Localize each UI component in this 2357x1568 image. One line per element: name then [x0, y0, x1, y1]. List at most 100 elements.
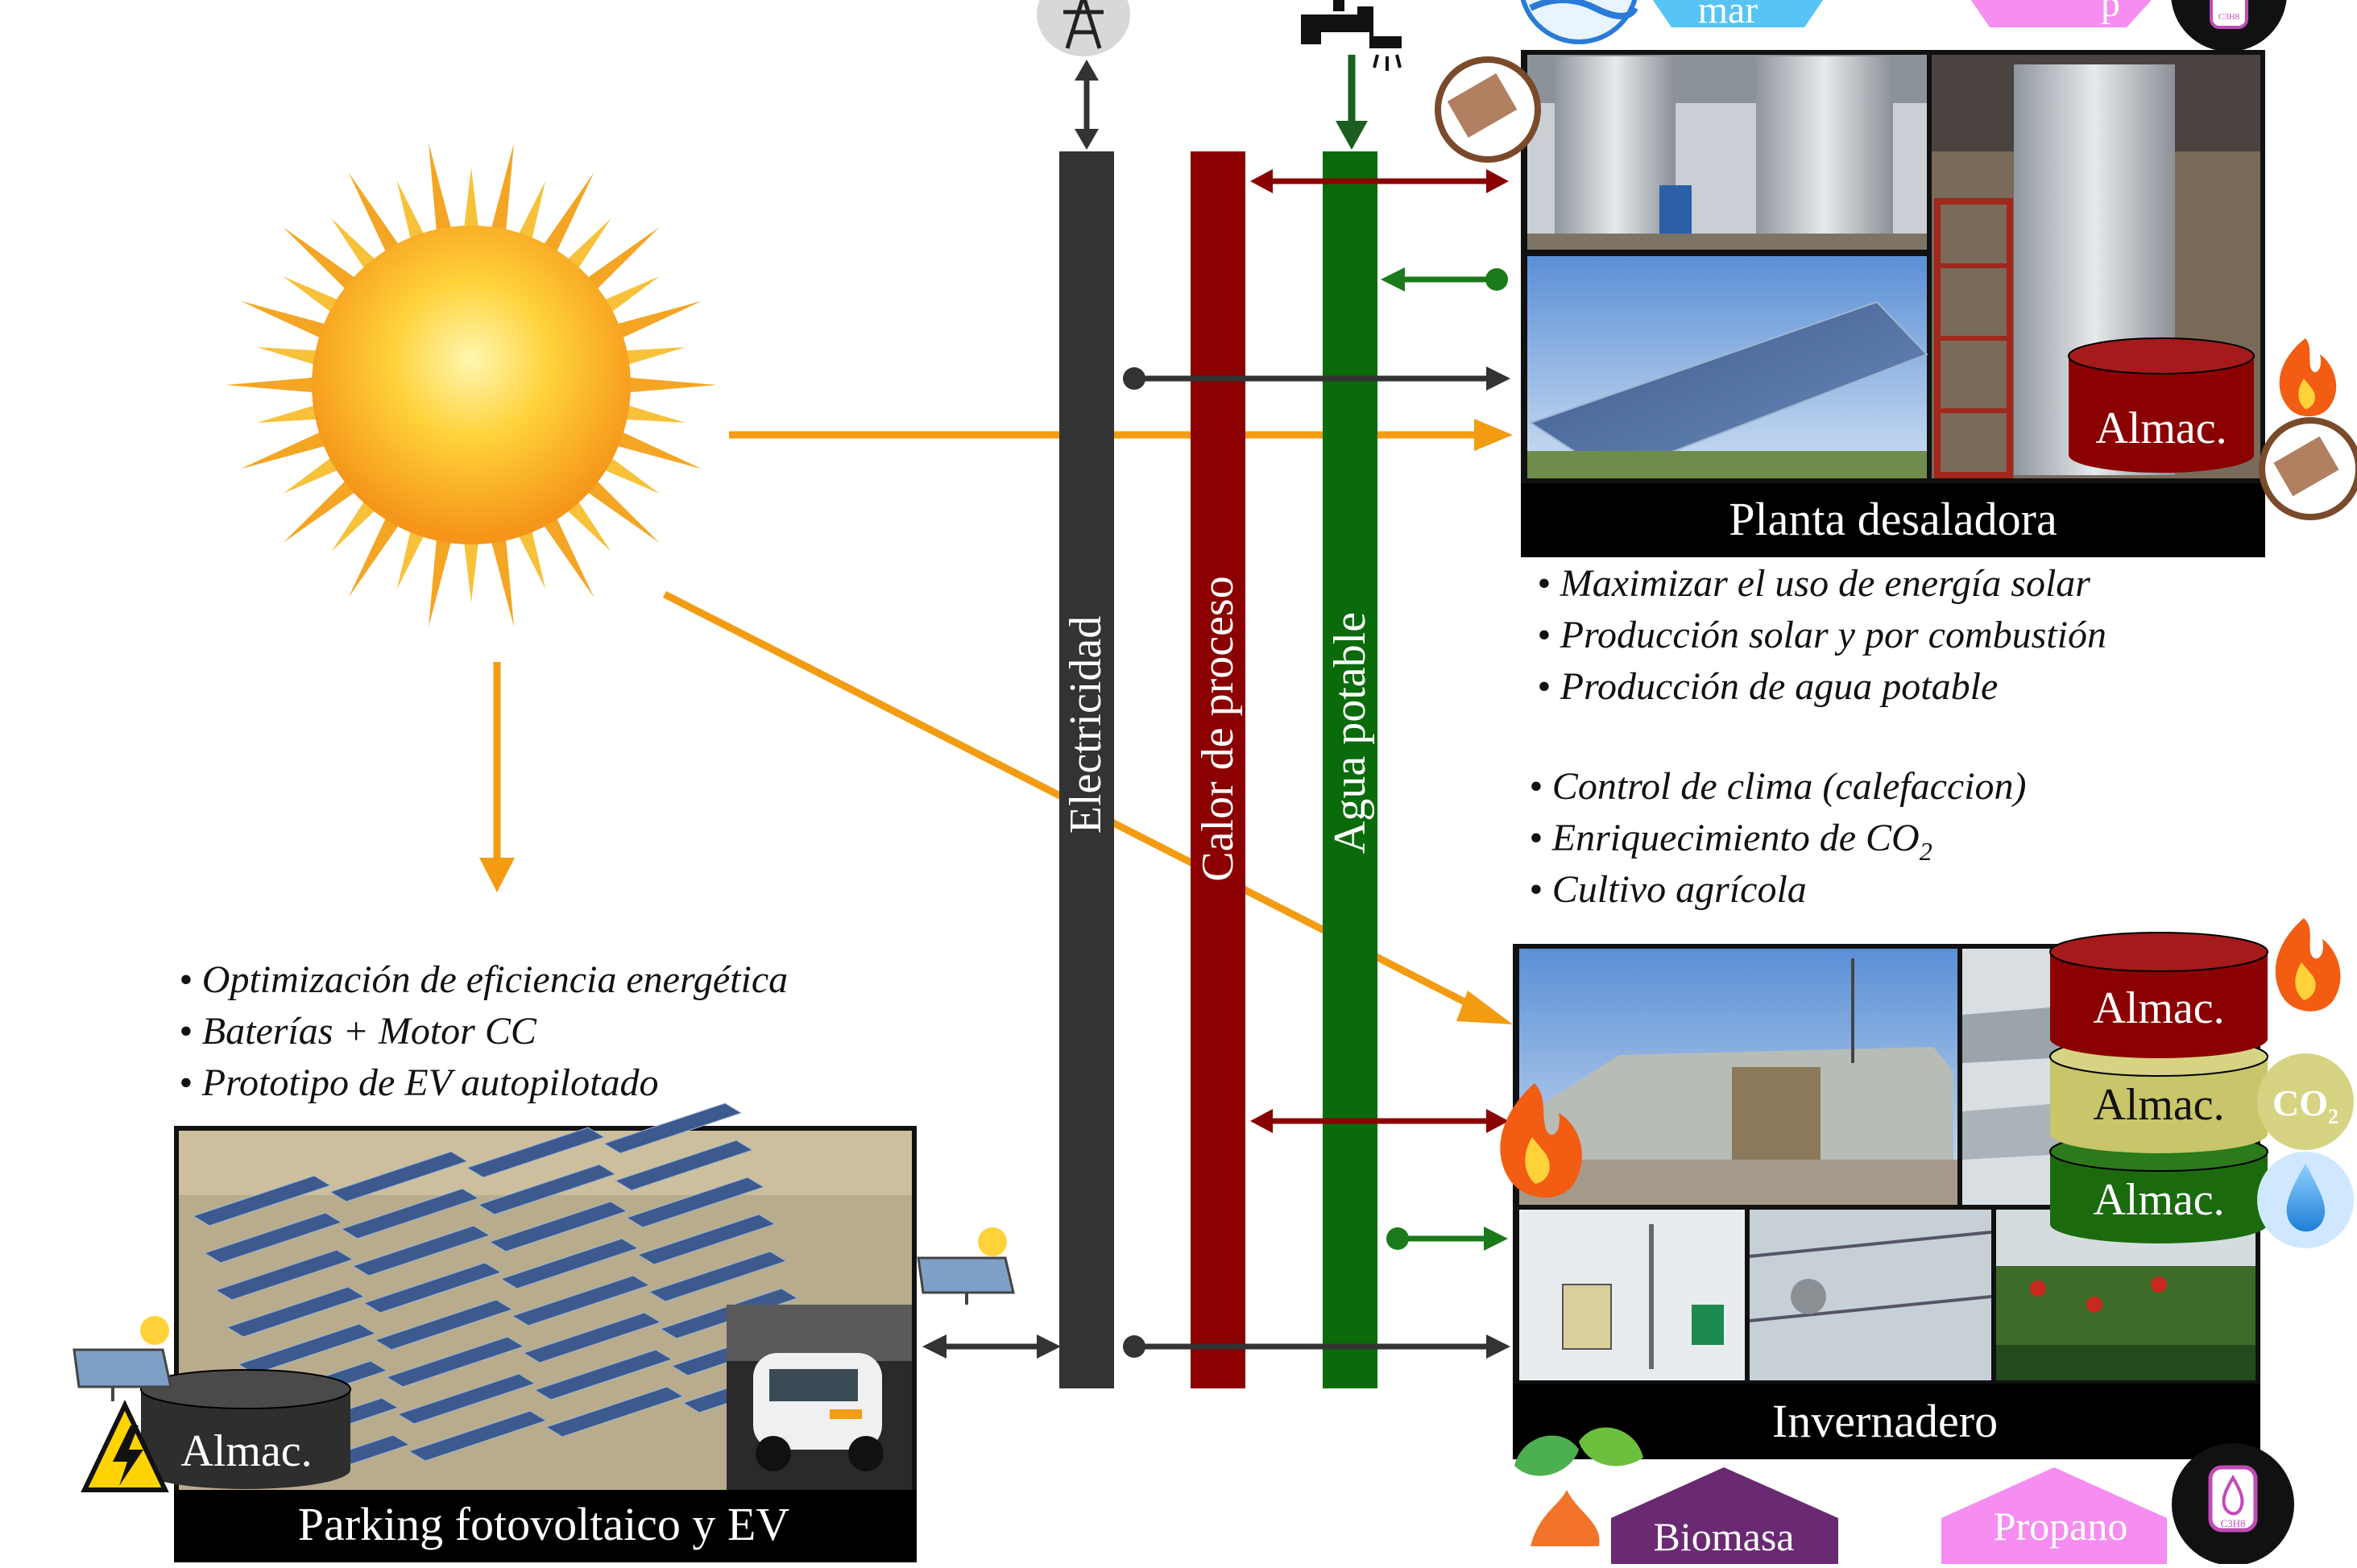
sun-ray — [579, 226, 660, 296]
svg-text:C3H8: C3H8 — [2220, 1517, 2245, 1529]
flame-icon-greenhouse-storage — [2275, 918, 2341, 1012]
water-drop-icon — [2257, 1152, 2354, 1248]
pv-carport-row — [329, 1151, 469, 1202]
faucet-icon — [1301, 0, 1402, 71]
potable-water-bus-label: Agua potable — [1325, 612, 1375, 854]
desalination-plant: Almac. Planta desaladora — [1521, 50, 2265, 557]
leaf-icon — [1514, 1427, 1643, 1546]
sun-ray — [429, 530, 454, 627]
sun-ray — [579, 474, 660, 544]
pv-carport-row — [499, 1238, 640, 1289]
pv-carport-row — [477, 1164, 617, 1215]
sun-ray — [538, 509, 594, 598]
co2-icon: CO2 — [2257, 1053, 2354, 1150]
greenhouse-water-storage-label: Almac. — [2093, 1175, 2224, 1225]
propane-input: Propano C3H8 — [1941, 1443, 2294, 1566]
pv-carport-row — [374, 1299, 514, 1351]
pv-carport-row — [466, 1127, 606, 1178]
electricity-bus-label: Electricidad — [1061, 616, 1111, 834]
sun-ray — [429, 143, 454, 240]
electricity-grid-arrow — [1075, 60, 1099, 150]
sun-ray — [348, 172, 404, 261]
greenhouse-bullet-1: • Control de clima (calefaccion) — [1529, 765, 2027, 808]
solar-arrow-to-parking — [479, 662, 515, 892]
gas-bottle-icon: C3H8 — [2210, 0, 2248, 29]
pv-carport-row — [408, 1410, 548, 1462]
electricity-link-greenhouse — [1123, 1334, 1510, 1359]
sun-ray — [616, 347, 686, 367]
sun-ray — [396, 180, 429, 248]
process-heat-bus-label: Calor de proceso — [1193, 576, 1243, 881]
sun-ray — [283, 276, 347, 318]
sun-ray — [462, 533, 480, 602]
electricity-link-desal — [1123, 366, 1510, 391]
desal-bullet-3: • Producción de agua potable — [1537, 665, 1998, 708]
sun-ray — [514, 522, 546, 590]
sun-ray — [331, 493, 383, 552]
sun-ray — [240, 300, 334, 342]
desal-bullet-2: • Producción solar y por combustión — [1537, 614, 2106, 656]
sun-ray — [240, 428, 334, 470]
sun-ray — [560, 493, 611, 552]
sun-ray — [257, 403, 326, 423]
biomass-label: Biomasa — [1654, 1514, 1795, 1559]
power-tower-icon — [1037, 0, 1130, 56]
biomass-input: Biomasa — [1514, 1427, 1838, 1564]
water-supply-arrow — [1336, 55, 1368, 150]
solar-panel-icon-parking — [72, 1316, 172, 1401]
pv-carport-row — [396, 1373, 536, 1425]
sun-ray — [257, 347, 326, 367]
potable-water-bus: Agua potable — [1323, 151, 1377, 1388]
sun-ray — [331, 218, 383, 277]
pv-carport-row — [533, 1349, 673, 1400]
sun-ray — [595, 452, 660, 494]
high-voltage-icon — [81, 1400, 169, 1492]
propane-label: Propano — [1994, 1504, 2128, 1549]
sun-ray — [283, 452, 347, 494]
pv-carport-row — [545, 1386, 685, 1438]
process-heat-bus: Calor de proceso — [1191, 151, 1245, 1388]
sun-ray — [283, 474, 363, 544]
parking-bullet-3: • Prototipo de EV autopilotado — [179, 1061, 658, 1104]
pv-carport-row — [603, 1103, 743, 1154]
sun-ray — [538, 172, 594, 261]
sun-ray — [396, 522, 429, 590]
sun-ray — [608, 428, 702, 470]
greenhouse-bullet-2: • Enriquecimiento de CO2 — [1529, 817, 1932, 866]
pv-carport-row — [351, 1225, 491, 1276]
parking-bullet-1: • Optimización de eficiencia energética — [179, 958, 788, 1001]
heat-link-greenhouse — [1250, 1109, 1509, 1133]
pv-carport-row — [625, 1177, 765, 1228]
greenhouse-title: Invernadero — [1772, 1395, 1998, 1447]
sun-ray — [608, 300, 702, 342]
greenhouse-control-room-photo — [1519, 1210, 1745, 1380]
sun-ray — [348, 509, 404, 598]
desal-title: Planta desaladora — [1729, 493, 2057, 545]
propane-top-label: p — [2101, 0, 2120, 25]
desal-solar-field-photo — [1527, 256, 1928, 478]
greenhouse-heat-storage: Almac. — [2049, 932, 2268, 1058]
greenhouse-exterior-photo — [1519, 949, 1957, 1205]
sun-ray — [283, 226, 363, 296]
pv-parking: Parking fotovoltaico y EV — [174, 1103, 917, 1562]
greenhouse-bullet-3: • Cultivo agrícola — [1529, 868, 1807, 911]
sun-icon — [226, 143, 717, 627]
sun-ray — [616, 403, 686, 423]
sun-ray — [226, 376, 323, 394]
electricity-bus: Electricidad — [1059, 151, 1114, 1388]
parking-title: Parking fotovoltaico y EV — [298, 1498, 790, 1550]
pv-carport-row — [511, 1275, 651, 1326]
pv-carport-row — [340, 1188, 480, 1239]
desal-bullet-1: • Maximizar el uso de energía solar — [1537, 562, 2090, 605]
pv-carport-row — [648, 1251, 788, 1302]
pv-carport-row — [488, 1201, 628, 1252]
water-link-desal — [1381, 267, 1508, 292]
desal-tanks-photo — [1527, 55, 1927, 250]
sun-ray — [560, 218, 611, 277]
solar-arrow-to-desal — [729, 419, 1513, 451]
svg-text:C3H8: C3H8 — [2218, 12, 2240, 22]
propane-bottle-icon: C3H8 — [2208, 1465, 2258, 1533]
pv-carport-row — [226, 1286, 366, 1338]
greenhouse-co2-storage-label: Almac. — [2093, 1080, 2224, 1130]
